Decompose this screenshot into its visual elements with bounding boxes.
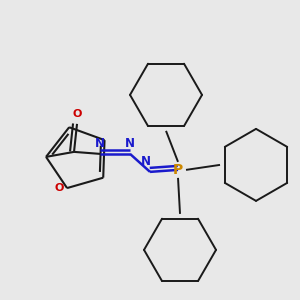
Text: O: O [72, 109, 82, 119]
Text: N: N [125, 137, 135, 150]
Text: N: N [141, 155, 151, 168]
Text: N: N [95, 137, 105, 150]
Text: P: P [173, 163, 183, 177]
Text: O: O [54, 183, 64, 193]
